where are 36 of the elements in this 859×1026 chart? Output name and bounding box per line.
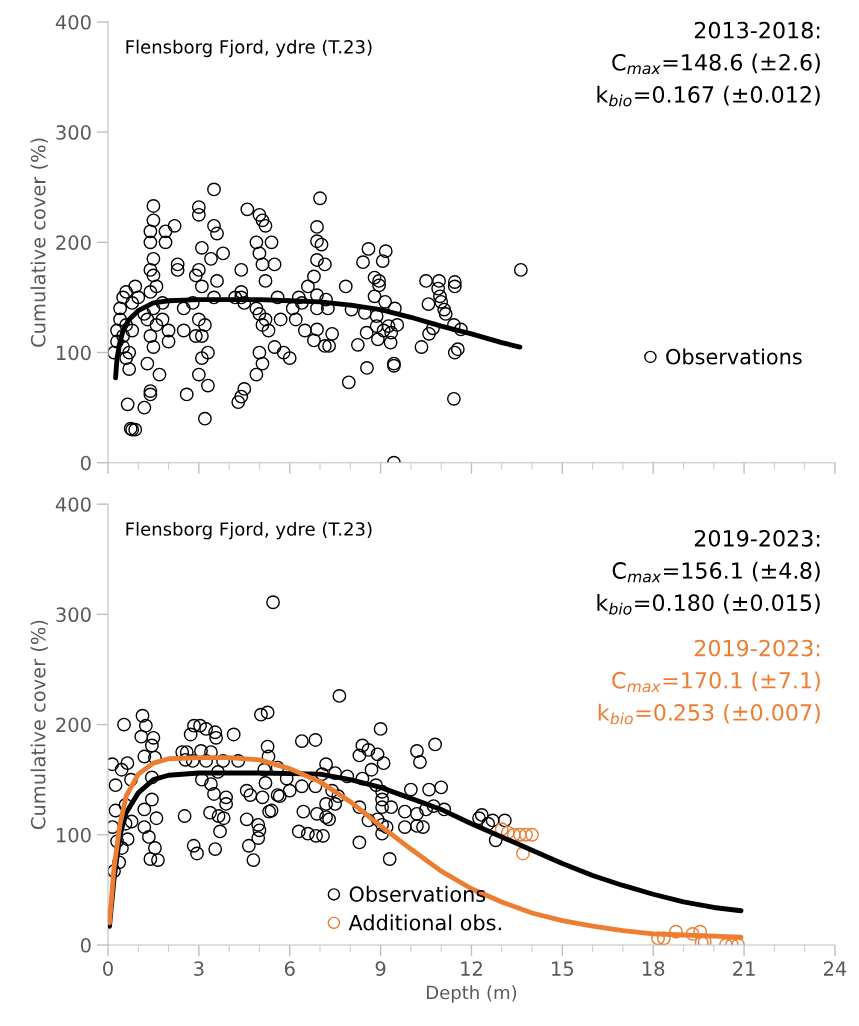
y-tick-label: 300 xyxy=(56,125,91,140)
x-axis-title: Depth (m) xyxy=(427,985,517,1003)
y-axis-title: Cumulative cover (%) xyxy=(30,138,48,347)
x-tick-label: 9 xyxy=(375,961,386,976)
x-tick-label: 6 xyxy=(284,961,295,976)
x-tick-label: 0 xyxy=(103,961,113,976)
x-tick-label: 24 xyxy=(824,961,847,976)
annotation: k$_{bio}$=0.253 (±0.007) xyxy=(598,703,820,725)
annotation: C$_{max}$=170.1 (±7.1) xyxy=(612,671,820,693)
legend-label: Observations xyxy=(666,348,802,365)
y-tick-label: 100 xyxy=(57,827,91,843)
y-tick-label: 400 xyxy=(55,497,91,512)
annotation: 2013-2018: xyxy=(694,21,820,39)
annotation: Flensborg Fjord, ydre (T.23) xyxy=(126,521,372,540)
y-tick-label: 300 xyxy=(56,607,91,623)
x-tick-label: 18 xyxy=(642,961,665,976)
y-tick-label: 200 xyxy=(56,717,91,733)
annotation: k$_{bio}$=0.180 (±0.015) xyxy=(597,593,820,615)
annotation: C$_{max}$=148.6 (±2.6) xyxy=(612,53,820,75)
annotation: Flensborg Fjord, ydre (T.23) xyxy=(126,39,372,58)
annotation: 2019-2023: xyxy=(694,639,820,657)
annotation: 2019-2023: xyxy=(694,529,820,547)
legend-label: Additional obs. xyxy=(348,914,501,931)
x-tick-label: 15 xyxy=(552,961,574,976)
y-tick-label: 0 xyxy=(80,455,91,471)
x-tick-label: 21 xyxy=(733,961,755,976)
annotation: C$_{max}$=156.1 (±4.8) xyxy=(612,561,820,583)
x-tick-label: 3 xyxy=(194,961,204,976)
y-axis-title: Cumulative cover (%) xyxy=(30,620,48,829)
y-tick-label: 400 xyxy=(55,14,91,30)
y-tick-label: 100 xyxy=(57,345,91,361)
x-tick-label: 12 xyxy=(461,961,482,976)
annotation: k$_{bio}$=0.167 (±0.012) xyxy=(597,85,820,107)
y-tick-label: 200 xyxy=(56,235,91,251)
y-tick-label: 0 xyxy=(80,937,91,953)
legend-label: Observations xyxy=(349,885,486,902)
